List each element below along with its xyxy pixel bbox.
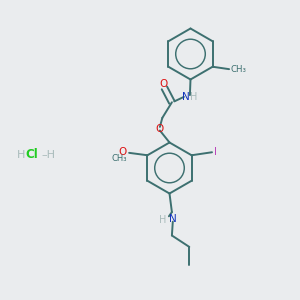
Text: –H: –H	[41, 149, 56, 160]
Text: O: O	[155, 124, 164, 134]
Text: CH₃: CH₃	[111, 154, 127, 163]
Text: H: H	[158, 214, 166, 225]
Text: Cl: Cl	[25, 148, 38, 161]
Text: O: O	[159, 79, 168, 89]
Text: H: H	[17, 149, 25, 160]
Text: H: H	[190, 92, 198, 102]
Text: CH₃: CH₃	[230, 65, 246, 74]
Text: N: N	[169, 214, 177, 224]
Text: O: O	[118, 147, 127, 157]
Text: N: N	[182, 92, 190, 102]
Text: I: I	[214, 147, 217, 157]
